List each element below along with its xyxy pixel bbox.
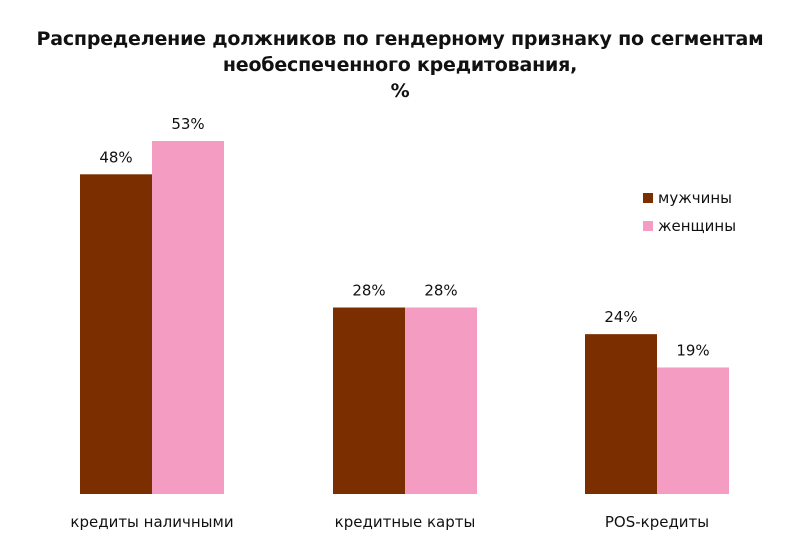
- legend-item-women: женщины: [643, 212, 736, 240]
- category-label-credit-cards: кредитные карты: [335, 513, 476, 531]
- legend: мужчины женщины: [643, 184, 736, 240]
- category-label-cash-loans: кредиты наличными: [70, 513, 233, 531]
- legend-swatch-men: [643, 193, 653, 203]
- data-label-pos-loans-women: 19%: [676, 341, 709, 359]
- bar-credit-cards-men: [333, 307, 405, 494]
- chart-title-line-2: необеспеченного кредитования,: [222, 54, 578, 76]
- bar-pos-loans-men: [585, 334, 657, 494]
- data-label-credit-cards-men: 28%: [352, 282, 385, 300]
- data-label-cash-loans-men: 48%: [99, 148, 132, 166]
- data-label-cash-loans-women: 53%: [171, 115, 204, 133]
- legend-label-women: женщины: [658, 217, 737, 235]
- data-label-credit-cards-women: 28%: [424, 282, 457, 300]
- bar-cash-loans-women: [152, 141, 224, 494]
- bar-cash-loans-men: [80, 174, 152, 494]
- data-label-pos-loans-men: 24%: [604, 308, 637, 326]
- chart-title-line-3: %: [390, 80, 410, 102]
- legend-label-men: мужчины: [658, 189, 732, 207]
- category-label-pos-loans: POS-кредиты: [605, 513, 709, 531]
- bar-pos-loans-women: [657, 367, 729, 494]
- legend-swatch-women: [643, 221, 653, 231]
- chart-title-line-1: Распределение должников по гендерному пр…: [36, 28, 764, 50]
- chart-title: Распределение должников по гендерному пр…: [0, 26, 800, 104]
- legend-item-men: мужчины: [643, 184, 736, 212]
- bar-credit-cards-women: [405, 307, 477, 494]
